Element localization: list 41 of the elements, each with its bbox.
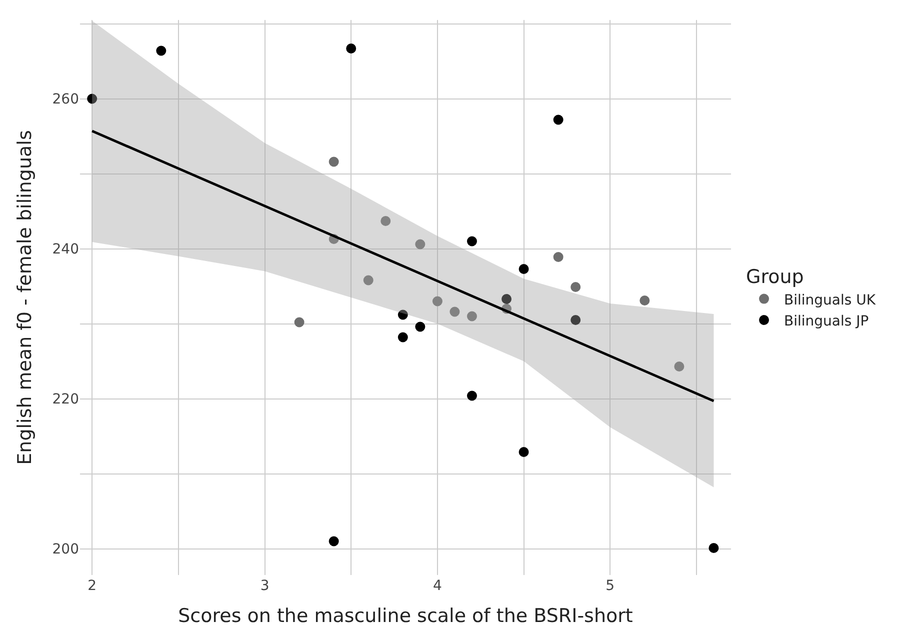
y-tick-label: 260	[52, 92, 79, 108]
point	[156, 46, 166, 56]
point	[640, 296, 650, 306]
point	[398, 310, 408, 320]
point	[570, 315, 581, 325]
point	[450, 306, 460, 317]
y-tick-label: 240	[52, 242, 79, 258]
point	[398, 332, 408, 342]
point	[432, 296, 442, 306]
y-axis-title: English mean f0 - female bilinguals	[14, 130, 36, 465]
point	[518, 264, 529, 274]
point	[502, 294, 512, 304]
y-tick-label: 220	[52, 392, 79, 408]
point	[415, 239, 426, 250]
x-tick-label: 2	[88, 578, 97, 594]
point	[570, 282, 581, 292]
legend-title: Group	[746, 266, 804, 288]
x-tick-label: 5	[606, 578, 615, 594]
legend-label: Bilinguals JP	[784, 313, 869, 330]
point	[466, 390, 477, 401]
point	[380, 216, 391, 226]
point	[328, 536, 339, 546]
point	[518, 447, 529, 457]
point	[294, 317, 304, 328]
point	[466, 236, 477, 246]
point	[674, 362, 684, 372]
point	[553, 114, 564, 125]
point	[328, 156, 339, 167]
point	[415, 322, 426, 332]
point	[346, 44, 356, 54]
point	[363, 275, 374, 286]
legend-label: Bilinguals UK	[784, 292, 876, 308]
line-series	[90, 130, 715, 402]
y-tick-label: 200	[52, 542, 79, 558]
point	[87, 94, 98, 104]
x-tick-label: 4	[432, 578, 442, 594]
point	[553, 252, 564, 262]
point	[708, 543, 719, 553]
point	[466, 311, 477, 322]
x-tick-label: 3	[260, 578, 270, 594]
x-axis-title: Scores on the masculine scale of the BSRI-short	[178, 604, 633, 627]
